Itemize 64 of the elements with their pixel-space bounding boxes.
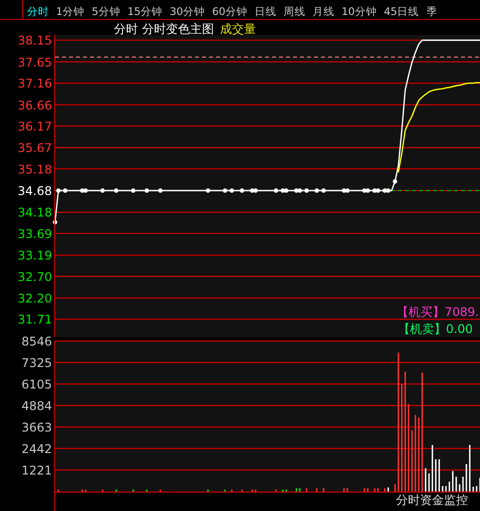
y-tick-label: 1221 [21,463,52,478]
point [144,188,149,193]
point [298,188,302,193]
y-tick-label: 38.15 [18,34,52,48]
y-tick-label: 2442 [21,442,52,456]
text: 分时资金监控 [396,493,468,507]
y-tick-label: 33.19 [18,248,52,263]
text: 60分钟 [212,6,248,18]
y-tick-label: 35.18 [18,162,52,176]
line-series [54,40,480,223]
point [100,188,105,193]
point [206,188,210,193]
point [56,188,61,193]
point [284,188,288,193]
point [321,188,326,193]
point [158,188,163,193]
point [230,188,234,193]
point [376,188,380,193]
y-tick-label: 37.16 [18,76,52,91]
point [63,188,68,193]
annotation: 【机卖】0.00 [398,322,473,336]
text: 季 [426,5,438,18]
chart-subtitle: 成交量 [220,22,256,36]
y-tick-label: 34.68 [18,184,52,198]
y-tick-label: 33.69 [18,226,52,241]
text: 1分钟 [56,6,85,18]
text: 日线 [254,5,276,18]
point [304,188,309,193]
y-tick-label: 31.71 [18,312,52,327]
y-tick-label: 37.65 [18,55,52,70]
line-series [398,82,480,173]
point [131,188,136,193]
y-tick-label: 36.66 [18,98,52,112]
point [274,188,278,193]
point [366,188,370,193]
y-tick-label: 8546 [21,334,52,348]
text: 45日线 [384,5,420,18]
point [386,188,390,193]
point [314,188,319,193]
y-tick-label: 32.70 [18,270,52,284]
y-tick-label: 3663 [21,420,52,434]
text: 15分钟 [127,6,163,18]
y-tick-label: 4884 [21,398,52,413]
text: 月线 [312,5,334,18]
point [253,188,258,193]
y-tick-label: 35.67 [18,141,52,156]
y-tick-label: 7325 [21,356,52,370]
y-tick-label: 6105 [21,377,52,392]
y-tick-label: 34.18 [18,206,52,220]
y-tick-label: 36.17 [18,119,52,134]
point [222,188,228,193]
point [114,188,118,193]
chart-title: 分时 分时变色主图 [114,22,214,36]
point [345,188,350,193]
text: 5分钟 [92,6,120,18]
text: 10分钟 [342,6,377,18]
y-tick-label: 32.20 [18,292,52,306]
annotation: 【机买】7089. [396,305,479,319]
text: 分时 [27,5,49,18]
point [83,188,88,193]
point [392,179,398,184]
point [240,188,244,193]
text: 周线 [284,5,306,18]
text: 30分钟 [170,6,206,18]
